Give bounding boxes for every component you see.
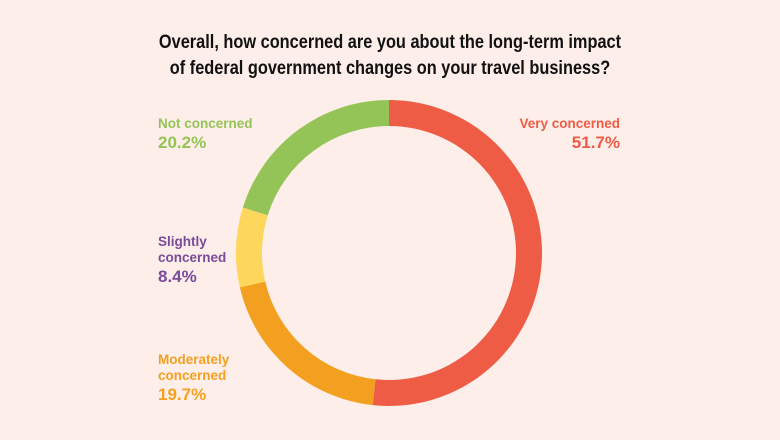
slice-name-moderately-line-2: concerned: [158, 368, 227, 383]
chart-title-line-1: Overall, how concerned are you about the…: [158, 32, 622, 53]
slice-name-very-concerned: Very concerned: [519, 116, 620, 131]
donut-slice-slightly-concerned: [236, 207, 268, 288]
chart-title-line-2: of federal government changes on your tr…: [169, 58, 611, 79]
slice-value-moderately-concerned: 19.7%: [158, 385, 207, 404]
label-not-concerned: Not concerned 20.2%: [158, 116, 253, 153]
slice-value-not-concerned: 20.2%: [158, 133, 207, 152]
label-very-concerned: Very concerned 51.7%: [519, 116, 620, 153]
slice-name-slightly-line-2: concerned: [158, 250, 227, 265]
slice-value-very-concerned: 51.7%: [571, 133, 620, 152]
donut-slice-moderately-concerned: [239, 281, 376, 406]
slice-name-not-concerned: Not concerned: [158, 116, 253, 131]
chart-title: Overall, how concerned are you about the…: [55, 30, 726, 82]
slice-name-slightly-line-1: Slightly: [158, 234, 207, 249]
slice-value-slightly-concerned: 8.4%: [158, 267, 197, 286]
donut-slice-very-concerned: [372, 100, 542, 406]
label-slightly-concerned: Slightly concerned 8.4%: [158, 234, 226, 287]
donut-slice-not-concerned: [242, 100, 389, 216]
slice-name-moderately-line-1: Moderately: [158, 352, 230, 367]
label-moderately-concerned: Moderately concerned 19.7%: [158, 352, 229, 405]
